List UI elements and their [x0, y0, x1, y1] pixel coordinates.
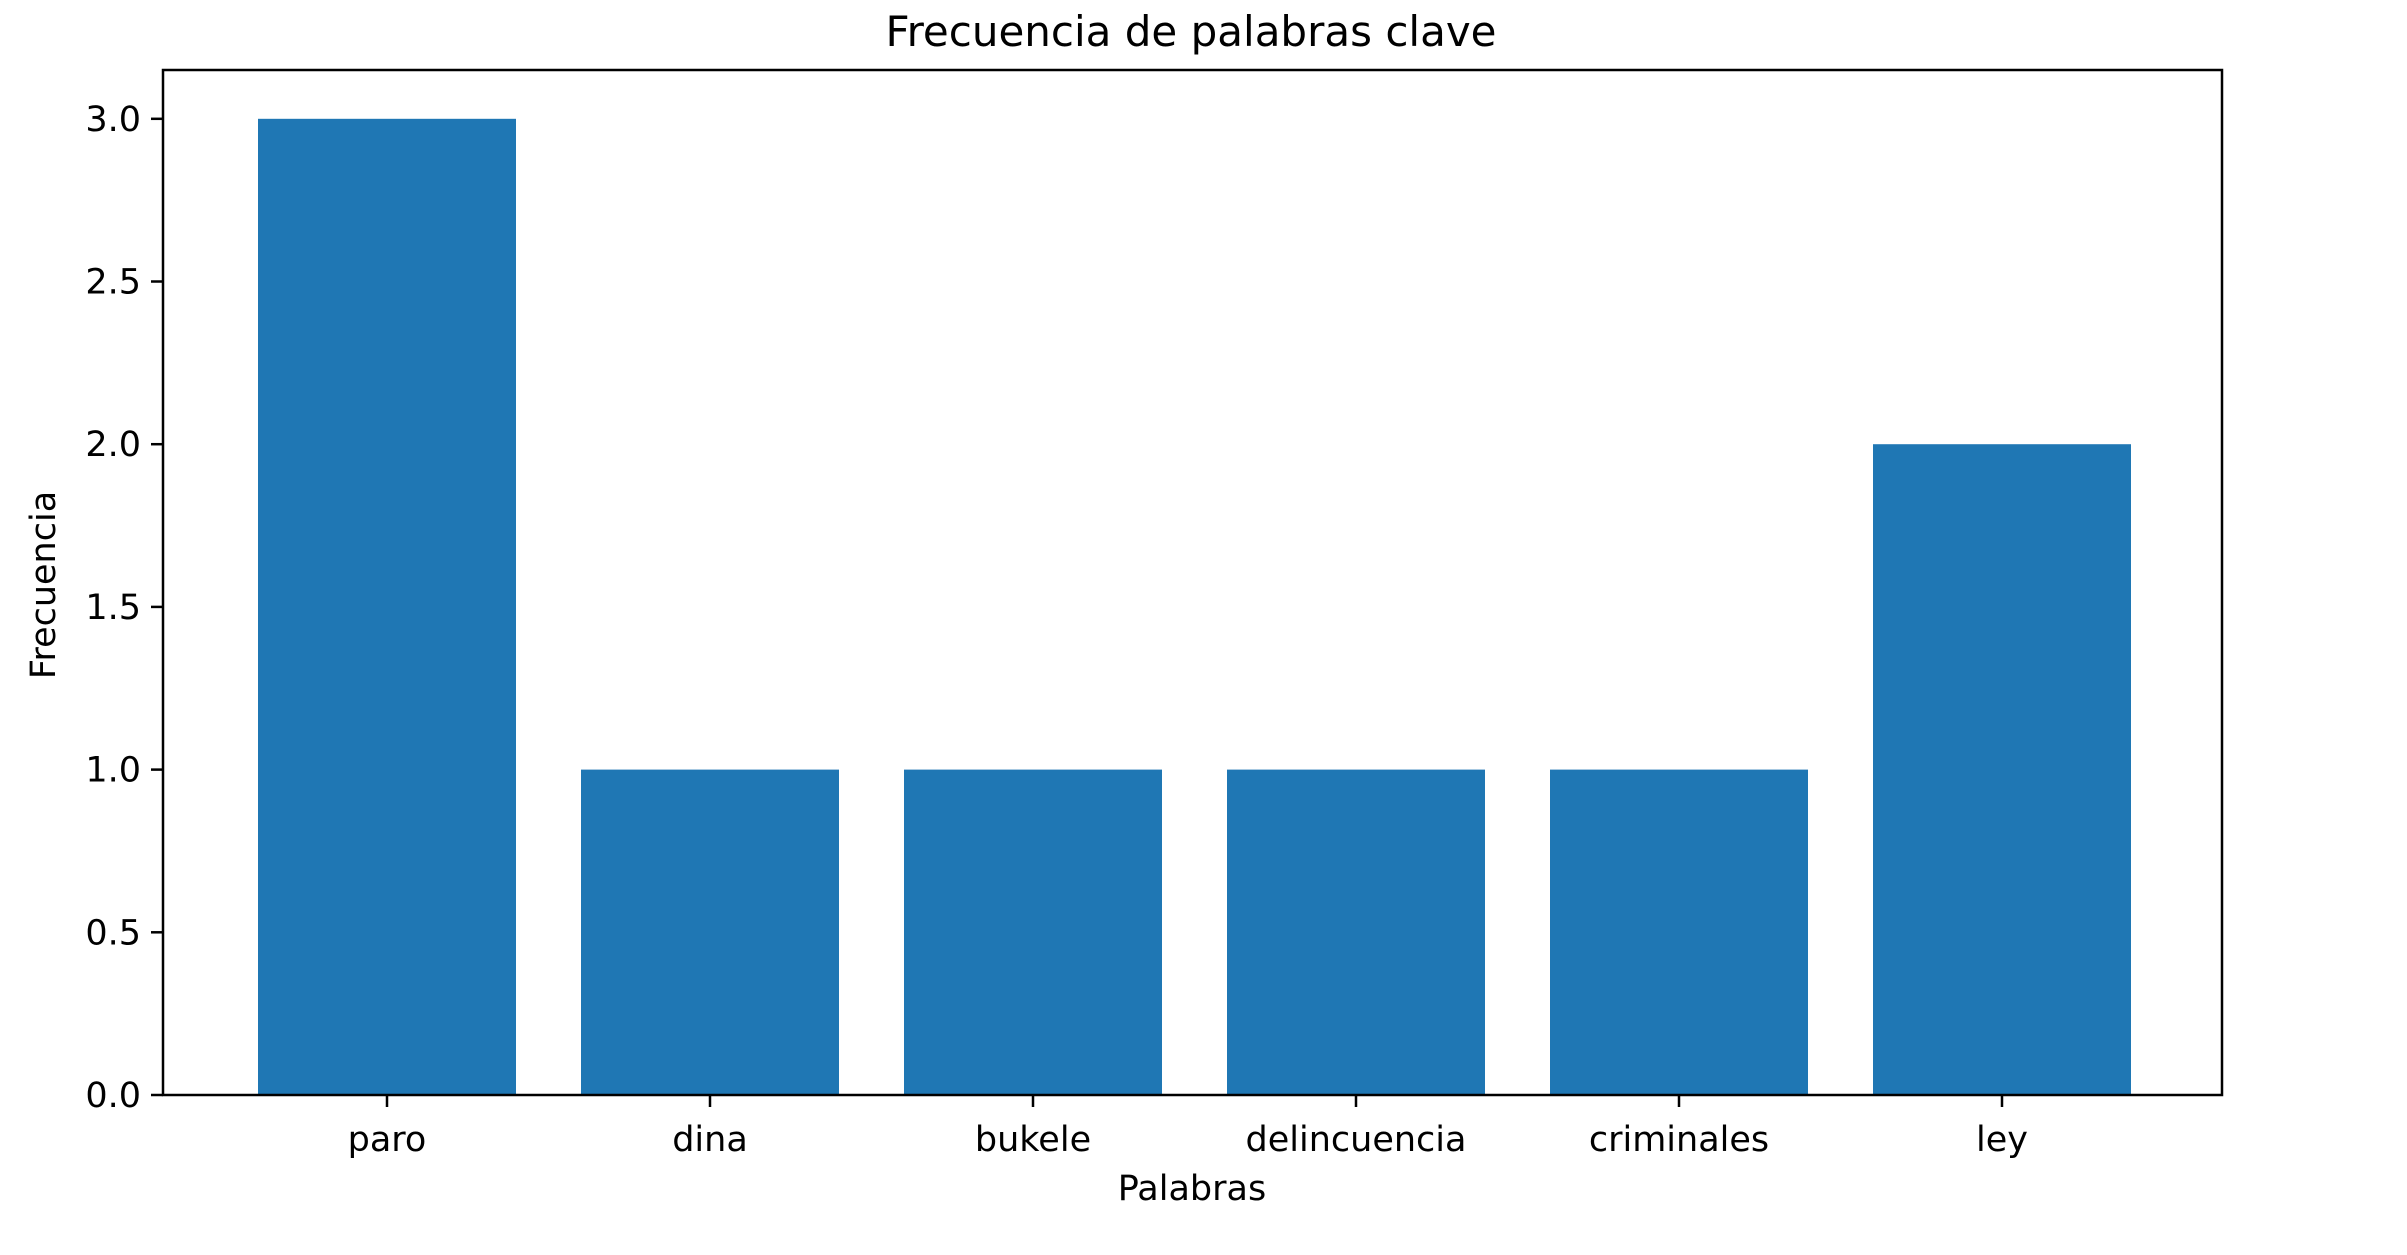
- bar-criminales: [1550, 769, 1808, 1095]
- bar-dina: [581, 769, 839, 1095]
- chart-title: Frecuencia de palabras clave: [885, 7, 1496, 56]
- x-tick-label: delincuencia: [1246, 1120, 1467, 1160]
- bar-ley: [1873, 444, 2131, 1095]
- x-tick-label: criminales: [1589, 1120, 1769, 1160]
- x-tick-label: bukele: [975, 1120, 1091, 1160]
- bar-delincuencia: [1227, 769, 1485, 1095]
- x-axis-ticks: paro dina bukele delincuencia criminales ley: [348, 1095, 2028, 1160]
- y-tick-label: 1.5: [85, 588, 141, 628]
- y-tick-label: 1.0: [85, 751, 141, 791]
- y-tick-label: 3.0: [85, 100, 141, 140]
- bar-paro: [258, 118, 516, 1096]
- bar-bukele: [904, 769, 1162, 1095]
- x-tick-label: dina: [672, 1120, 748, 1160]
- y-tick-label: 2.0: [85, 425, 141, 465]
- x-axis-label: Palabras: [1118, 1169, 1266, 1209]
- x-tick-label: paro: [348, 1120, 427, 1160]
- bars-group: [258, 118, 2131, 1096]
- y-tick-label: 0.5: [85, 913, 141, 953]
- plot-frame: [161, 68, 2224, 1097]
- x-tick-label: ley: [1976, 1120, 2028, 1160]
- y-tick-label: 0.0: [85, 1076, 141, 1116]
- y-axis-ticks: 0.0 0.5 1.0 1.5 2.0 2.5 3.0: [85, 100, 163, 1116]
- y-tick-label: 2.5: [85, 263, 141, 303]
- y-axis-label: Frecuencia: [24, 491, 64, 679]
